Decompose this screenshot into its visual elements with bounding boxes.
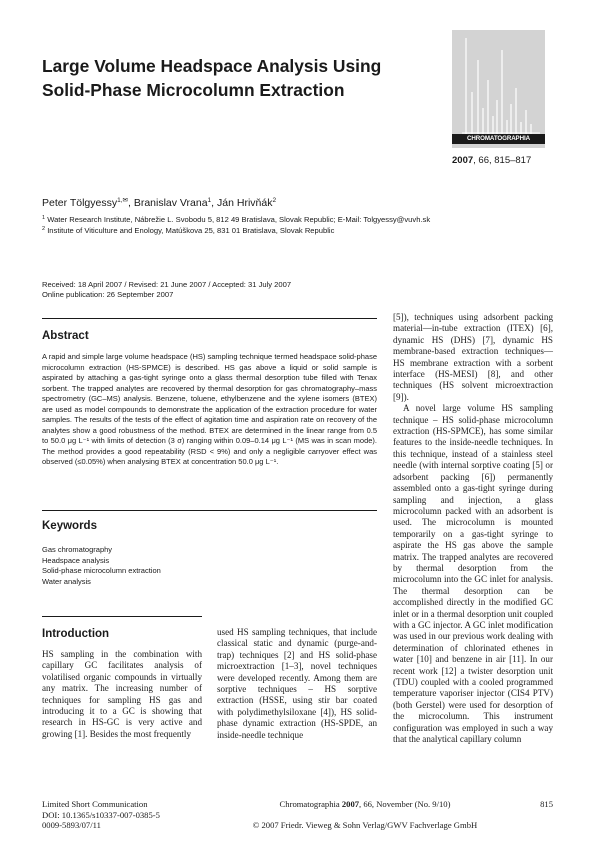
journal-cover-name: CHROMATOGRAPHIA [452, 134, 545, 144]
intro-column-1: HS sampling in the combination with capi… [42, 649, 202, 740]
introduction-heading: Introduction [42, 628, 110, 640]
author-name: Peter Tölgyessy [42, 197, 118, 209]
author-name: Branislav Vrana [133, 197, 208, 209]
affiliation-text: Water Research Institute, Nábrežie L. Sv… [47, 215, 431, 224]
affiliation: 1 Water Research Institute, Nábrežie L. … [42, 213, 562, 225]
author-affiliation-mark: 2 [272, 197, 277, 204]
abstract-heading: Abstract [42, 330, 89, 342]
journal-volume-issue: , 66, November (No. 9/10) [359, 799, 451, 809]
paragraph: HS sampling in the combination with capi… [42, 649, 202, 739]
author-list: Peter Tölgyessy1,✉, Branislav Vrana1, Já… [42, 194, 542, 210]
title-line-2: Solid-Phase Microcolumn Extraction [42, 80, 345, 100]
citation-volume-pages: , 66, 815–817 [473, 155, 532, 166]
journal-cover: CHROMATOGRAPHIA [452, 30, 545, 148]
keywords-heading: Keywords [42, 520, 97, 532]
keyword-item: Headspace analysis [42, 555, 110, 565]
publication-dates: Received: 18 April 2007 / Revised: 21 Ju… [42, 280, 362, 300]
footer-left: Limited Short Communication DOI: 10.1365… [42, 799, 242, 831]
paragraph: A novel large volume HS sampling techniq… [393, 403, 553, 745]
copyright: © 2007 Friedr. Vieweg & Sohn Verlag/GWV … [252, 819, 478, 830]
author-name: Ján Hrivňák [217, 197, 273, 209]
received-dates: Received: 18 April 2007 / Revised: 21 Ju… [42, 280, 292, 289]
intro-column-2: used HS sampling techniques, that includ… [217, 627, 377, 741]
affiliation: 2 Institute of Viticulture and Enology, … [42, 224, 562, 236]
divider [42, 318, 377, 319]
author-affiliation-mark: 1 [207, 197, 212, 204]
issn: 0009-5893/07/11 [42, 820, 101, 830]
affiliation-text: Institute of Viticulture and Enology, Ma… [47, 226, 335, 235]
article-type: Limited Short Communication [42, 799, 148, 809]
journal-name: Chromatographia [279, 799, 342, 809]
keyword-list: Gas chromatography Headspace analysis So… [42, 545, 342, 587]
affiliation-number: 1 [42, 215, 46, 221]
divider [42, 510, 377, 511]
doi: DOI: 10.1365/s10337-007-0385-5 [42, 809, 160, 820]
journal-citation: 2007, 66, 815–817 [452, 155, 552, 167]
page-number: 815 [540, 799, 553, 809]
author-separator: , [211, 197, 218, 209]
article-title: Large Volume Headspace Analysis Using So… [42, 54, 432, 102]
divider [42, 616, 202, 617]
journal-year: 2007 [341, 799, 360, 809]
intro-column-3: [5]), techniques using adsorbent packing… [393, 312, 553, 745]
journal-issue: Chromatographia 2007, 66, November (No. … [220, 799, 510, 810]
author-affiliation-mark: 1,✉ [117, 197, 128, 204]
paragraph: [5]), techniques using adsorbent packing… [393, 312, 553, 402]
chromatogram-graphic [462, 38, 540, 134]
abstract-text: A rapid and simple large volume headspac… [42, 352, 377, 466]
affiliation-number: 2 [42, 226, 46, 232]
online-publication-date: Online publication: 26 September 2007 [42, 290, 174, 299]
title-line-1: Large Volume Headspace Analysis Using [42, 56, 382, 76]
citation-year: 2007 [452, 155, 474, 166]
keyword-item: Solid-phase microcolumn extraction [42, 566, 161, 575]
keyword-item: Water analysis [42, 576, 91, 586]
footer-center: Chromatographia 2007, 66, November (No. … [220, 799, 510, 830]
paragraph: used HS sampling techniques, that includ… [217, 627, 377, 740]
author-separator: , [127, 197, 134, 209]
keyword-item: Gas chromatography [42, 545, 113, 554]
